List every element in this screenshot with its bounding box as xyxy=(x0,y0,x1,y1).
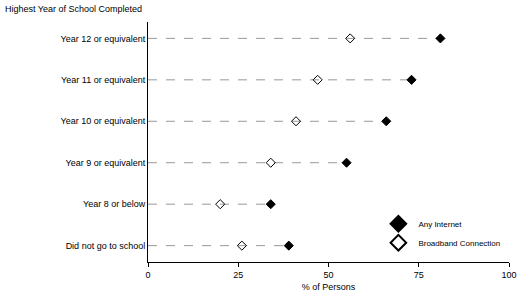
svg-text:Did not go to school: Did not go to school xyxy=(66,241,146,251)
svg-text:Year 9 or equivalent: Year 9 or equivalent xyxy=(65,158,145,168)
svg-text:Broadband Connection: Broadband Connection xyxy=(418,239,500,248)
svg-text:0: 0 xyxy=(145,270,150,280)
svg-text:Year 8 or below: Year 8 or below xyxy=(83,199,146,209)
svg-text:Year 10 or equivalent: Year 10 or equivalent xyxy=(60,116,145,126)
svg-text:Any Internet: Any Internet xyxy=(418,220,462,229)
svg-text:% of Persons: % of Persons xyxy=(302,282,356,292)
svg-text:25: 25 xyxy=(233,270,243,280)
svg-text:Year 12 or equivalent: Year 12 or equivalent xyxy=(60,34,145,44)
svg-text:75: 75 xyxy=(414,270,424,280)
svg-text:50: 50 xyxy=(323,270,333,280)
svg-text:100: 100 xyxy=(501,270,516,280)
svg-text:Year 11 or equivalent: Year 11 or equivalent xyxy=(61,75,146,85)
svg-text:Highest Year of School Complet: Highest Year of School Completed xyxy=(5,4,142,14)
